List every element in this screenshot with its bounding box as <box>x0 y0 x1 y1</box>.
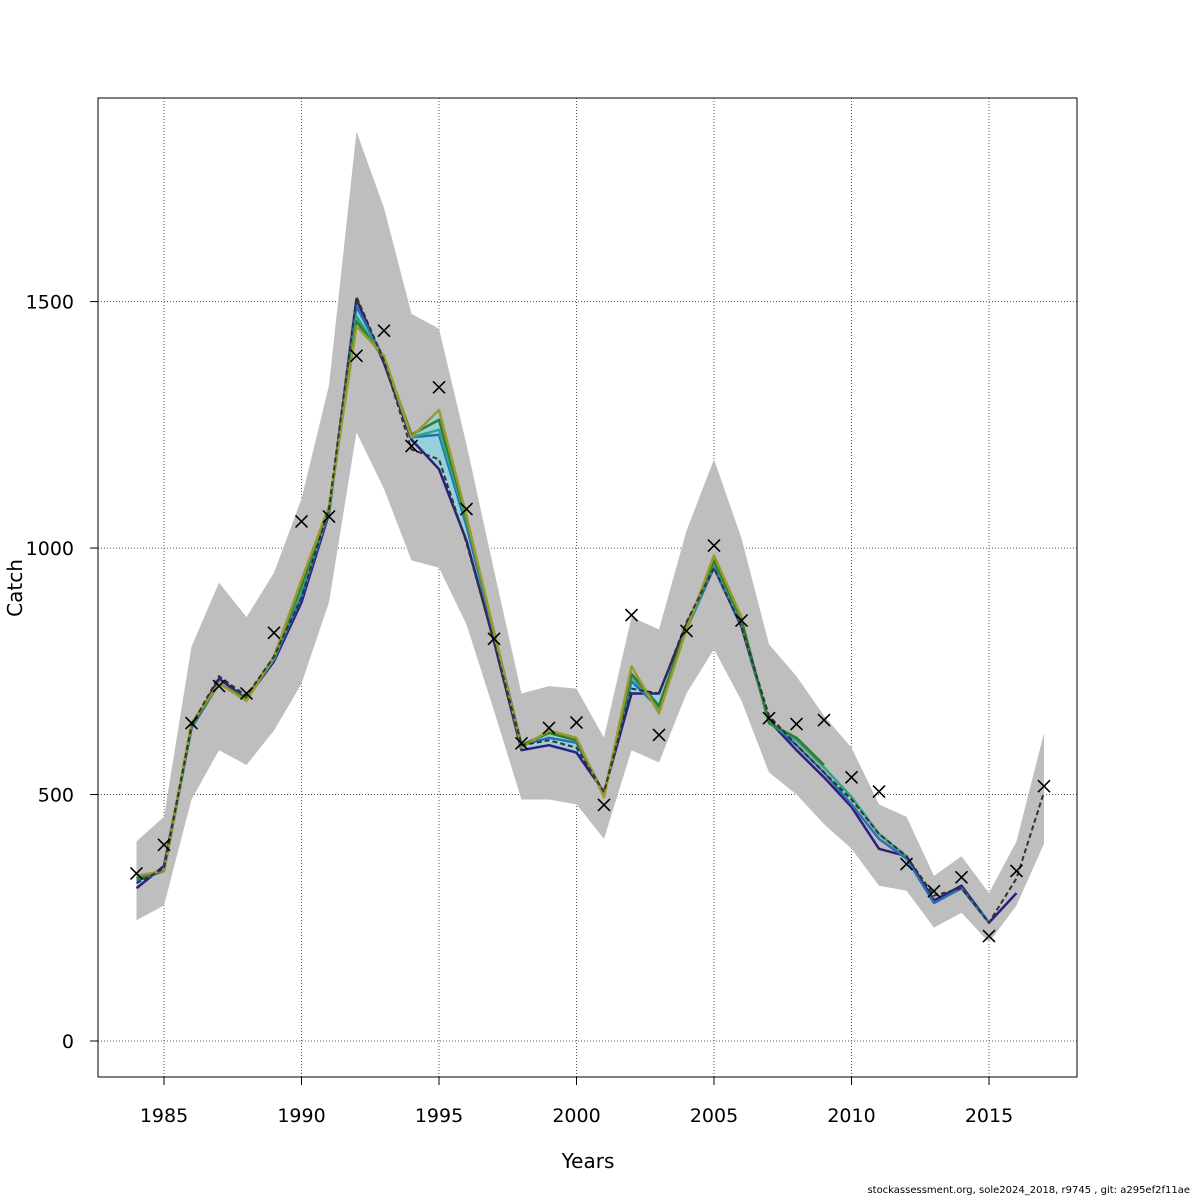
y-tick-label: 0 <box>62 1031 74 1053</box>
observed-point <box>322 509 336 524</box>
observed-point <box>789 717 804 731</box>
observed-point <box>459 502 474 516</box>
footer-caption: stockassessment.org, sole2024_2018, r974… <box>867 1185 1190 1196</box>
x-tick-label: 1990 <box>277 1105 325 1127</box>
x-tick-label: 2005 <box>690 1105 738 1127</box>
x-tick-label: 1995 <box>415 1105 463 1127</box>
observed-point <box>707 539 721 553</box>
observed-point <box>927 884 941 898</box>
observed-point <box>432 380 446 394</box>
series-line-1 <box>135 297 1018 924</box>
x-tick-label: 2000 <box>552 1105 600 1127</box>
observed-point <box>597 798 611 812</box>
observed-point <box>542 721 556 735</box>
y-axis-title: Catch <box>3 559 27 617</box>
x-tick-label: 2015 <box>965 1105 1013 1127</box>
observed-point <box>734 613 749 628</box>
y-tick-label: 1500 <box>26 292 74 314</box>
observed-point <box>569 716 584 730</box>
observed-point <box>404 439 419 453</box>
x-tick-label: 2010 <box>827 1105 875 1127</box>
series-line-5 <box>136 324 743 878</box>
observed-point <box>624 608 639 622</box>
observed-point <box>899 857 914 871</box>
observed-point <box>1037 779 1051 793</box>
y-axis: 0 500 1000 1500 <box>26 292 98 1053</box>
y-tick-label: 1000 <box>26 538 74 560</box>
observed-point <box>184 716 199 730</box>
observed-point <box>294 514 309 529</box>
observed-point <box>652 728 666 742</box>
observed-point <box>982 929 996 943</box>
observed-point <box>212 679 226 693</box>
confidence-band-area <box>136 131 1044 943</box>
observed-point <box>844 770 859 784</box>
plot-frame <box>97 97 1078 1078</box>
y-tick-label: 500 <box>38 785 74 807</box>
observed-points <box>129 324 1051 943</box>
observed-point <box>1009 864 1024 878</box>
observed-point <box>349 349 364 363</box>
confidence-band <box>136 131 1044 943</box>
observed-point <box>129 866 144 880</box>
observed-point <box>157 838 171 852</box>
run-spread-area <box>136 299 742 889</box>
median-dashed-line <box>136 292 1045 925</box>
observed-point <box>954 870 969 884</box>
observed-point <box>239 686 254 701</box>
observed-point <box>267 626 281 640</box>
observed-point <box>514 736 529 750</box>
observed-point <box>817 713 831 727</box>
observed-point <box>679 624 694 638</box>
grid <box>98 98 1077 1077</box>
observed-point <box>487 632 501 646</box>
observed-point <box>762 711 776 725</box>
median-line <box>136 292 1045 925</box>
x-tick-label: 1985 <box>140 1105 188 1127</box>
observed-point <box>377 324 391 338</box>
observed-point <box>872 785 886 799</box>
x-axis: 1985 1990 1995 2000 2005 2010 2015 <box>140 1077 1013 1127</box>
x-axis-title: Years <box>561 1149 615 1173</box>
